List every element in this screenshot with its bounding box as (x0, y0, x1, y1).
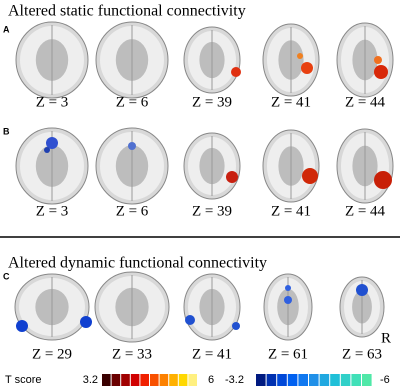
brain-slice (262, 23, 320, 97)
colorbar-swatch (130, 374, 140, 386)
colorbar-swatch (111, 374, 121, 386)
brain-slice (95, 127, 169, 205)
orientation-label: R (381, 330, 391, 346)
brain-slice (336, 128, 394, 204)
brain-slice (183, 26, 241, 94)
colorbar-label: 6 (208, 374, 214, 386)
slice-label: Z = 6 (116, 94, 149, 110)
colorbar-swatch (102, 374, 111, 386)
panel-label: A (3, 24, 10, 34)
activation-blob (226, 171, 238, 183)
brain-slice (94, 271, 170, 343)
activation-blob (128, 142, 136, 150)
activation-blob (16, 320, 28, 332)
activation-blob (302, 168, 318, 184)
colorbar-swatch (188, 374, 197, 386)
activation-blob (231, 67, 241, 77)
colorbar-swatch (309, 374, 319, 386)
brain-slice (15, 127, 89, 205)
section-title: Altered static functional connectivity (8, 3, 246, 20)
slice-label: Z = 3 (36, 203, 69, 219)
slice-label: Z = 39 (192, 203, 232, 219)
colorbar-swatch (351, 374, 361, 386)
activation-blob (44, 147, 50, 153)
activation-blob (301, 62, 313, 74)
activation-blob (374, 56, 382, 64)
brain-slice (262, 129, 320, 203)
section-title: Altered dynamic functional connectivity (8, 255, 267, 272)
colorbar-swatch (256, 374, 266, 386)
colorbar-swatch (319, 374, 330, 386)
brain-slice (95, 21, 169, 99)
colorbar-swatch (150, 374, 159, 386)
activation-blob (232, 322, 240, 330)
slice-label: Z = 33 (112, 346, 152, 362)
colorbar-swatch (159, 374, 169, 386)
activation-blob (284, 296, 292, 304)
colorbar-swatch (287, 374, 298, 386)
slice-label: Z = 44 (345, 94, 386, 110)
activation-blob (46, 137, 58, 149)
colorbar-swatch (266, 374, 277, 386)
brain-slice (336, 22, 394, 98)
slice-label: Z = 61 (268, 346, 308, 362)
colorbar-label: -3.2 (225, 374, 244, 386)
slice-label: Z = 3 (36, 94, 69, 110)
colorbar-label: -6 (380, 374, 390, 386)
colorbar-swatch (140, 374, 149, 386)
activation-blob (285, 285, 291, 291)
brain-slice (263, 273, 313, 341)
colorbar-swatch (340, 374, 351, 386)
slice-label: Z = 41 (271, 94, 311, 110)
brain-slice (183, 132, 241, 200)
panel-label: B (3, 126, 10, 136)
colorbar-swatch (362, 374, 372, 386)
activation-blob (297, 53, 303, 59)
colorbar-swatch (169, 374, 178, 386)
brain-slice (339, 276, 385, 338)
brain-slice (14, 273, 92, 341)
brain-slice (183, 273, 241, 341)
colorbar-label: 3.2 (83, 374, 98, 386)
activation-blob (80, 316, 92, 328)
activation-blob (374, 171, 392, 189)
slice-label: Z = 39 (192, 94, 232, 110)
activation-blob (374, 65, 388, 79)
activation-blob (185, 315, 195, 325)
slice-label: Z = 6 (116, 203, 149, 219)
colorbar-title: T score (5, 374, 41, 386)
activation-blob (356, 284, 368, 296)
panel-label: C (3, 271, 10, 281)
slice-label: Z = 41 (271, 203, 311, 219)
slice-label: Z = 44 (345, 203, 386, 219)
slice-label: Z = 63 (342, 346, 382, 362)
colorbar-swatch (330, 374, 340, 386)
slice-label: Z = 41 (192, 346, 232, 362)
brain-slice (15, 21, 89, 99)
colorbar-swatch (277, 374, 287, 386)
colorbar-swatch (121, 374, 130, 386)
colorbar-swatch (178, 374, 188, 386)
slice-label: Z = 29 (32, 346, 72, 362)
colorbar-swatch (298, 374, 308, 386)
